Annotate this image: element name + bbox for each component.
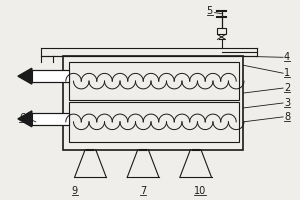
Text: 10: 10 bbox=[194, 186, 206, 196]
Text: 6: 6 bbox=[19, 113, 25, 123]
Bar bbox=[217, 28, 226, 34]
Text: 8: 8 bbox=[284, 112, 290, 122]
Bar bbox=[32, 113, 69, 125]
Polygon shape bbox=[18, 68, 32, 84]
Text: 1: 1 bbox=[284, 68, 290, 78]
Text: 2: 2 bbox=[284, 83, 290, 93]
Text: 7: 7 bbox=[140, 186, 146, 196]
Bar bbox=[63, 56, 243, 150]
Bar bbox=[69, 102, 239, 142]
Text: 9: 9 bbox=[71, 186, 78, 196]
Text: 4: 4 bbox=[284, 52, 290, 62]
Polygon shape bbox=[18, 111, 32, 127]
Bar bbox=[32, 70, 69, 82]
Bar bbox=[69, 62, 239, 100]
Text: 3: 3 bbox=[284, 98, 290, 108]
Text: 5: 5 bbox=[207, 6, 213, 16]
